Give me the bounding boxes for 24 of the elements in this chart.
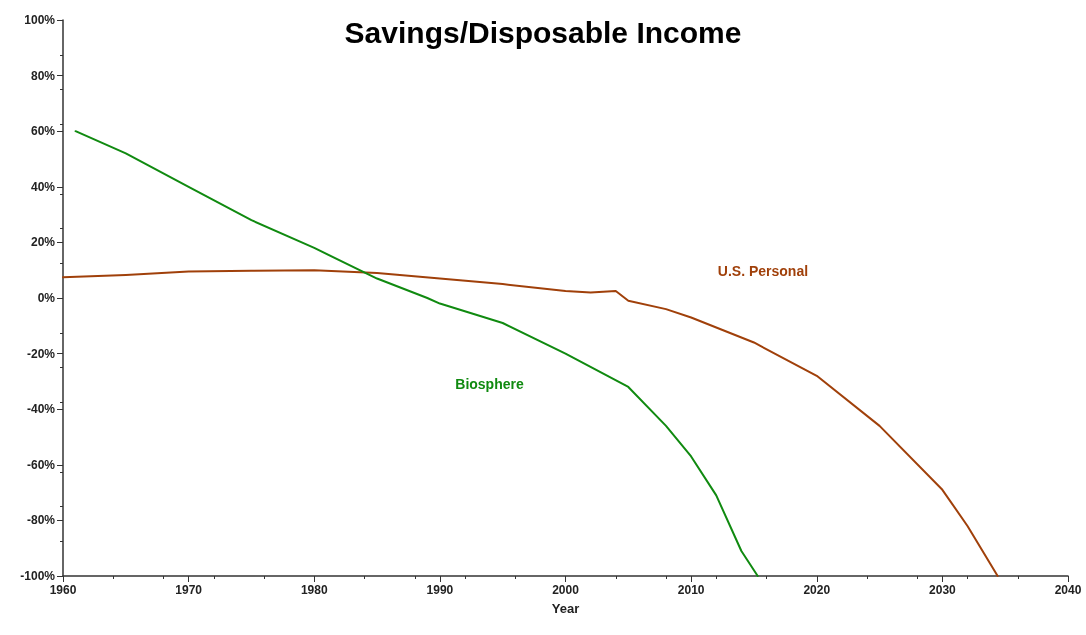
text: Biosphere [455,375,524,392]
x-tick-label: 2020 [803,583,831,597]
y-tick-label: 40% [30,179,56,194]
y-tick-label: 20% [30,235,56,250]
x-tick-label: 1990 [426,583,454,597]
x-tick-label: 2010 [677,583,705,597]
x-axis-title: Year [551,601,580,616]
y-tick-label: 60% [30,124,56,139]
x-tick-label: 2030 [929,583,957,597]
text: U.S. Personal [717,263,809,280]
chart-title: Savings/Disposable Income [344,15,742,49]
x-tick-label: 2000 [552,583,580,597]
y-tick-label: -80% [26,513,56,528]
x-tick-label: 2040 [1054,583,1082,597]
x-tick-label: 1960 [49,583,77,597]
y-tick-label: 80% [30,68,56,83]
y-tick-label: -40% [26,402,56,417]
y-tick-label: -100% [20,569,56,583]
y-tick-label: -20% [26,346,56,361]
y-tick-label: 0% [37,291,56,305]
x-tick-label: 1970 [175,583,203,597]
y-tick-label: 100% [24,13,56,27]
y-tick-label: -60% [26,457,56,472]
x-tick-label: 1980 [300,583,328,597]
